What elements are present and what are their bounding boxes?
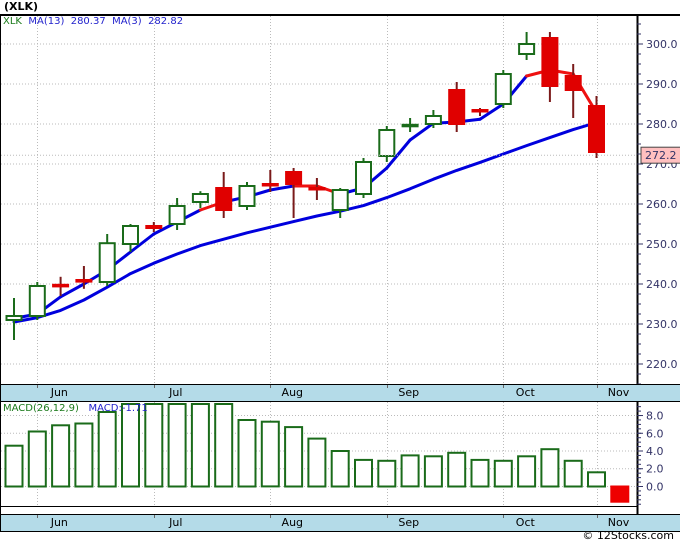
month-label-sep: Sep xyxy=(398,386,420,399)
price-chart-svg[interactable]: 300.0290.0280.0270.0260.0250.0240.0230.0… xyxy=(1,16,680,391)
svg-text:260.0: 260.0 xyxy=(646,198,678,211)
svg-text:6.0: 6.0 xyxy=(646,427,664,440)
month-label-aug: Aug xyxy=(281,516,304,529)
macd-indicator-label: MACD(26,12,9) xyxy=(3,403,79,414)
month-tick xyxy=(386,515,388,518)
month-label-jun: Jun xyxy=(50,516,68,529)
month-tick xyxy=(503,385,505,388)
svg-text:280.0: 280.0 xyxy=(646,118,678,131)
month-tick xyxy=(37,515,39,518)
month-label-nov: Nov xyxy=(607,516,630,529)
month-label-sep: Sep xyxy=(398,516,420,529)
month-tick xyxy=(386,385,388,388)
month-tick xyxy=(153,385,155,388)
svg-text:0.0: 0.0 xyxy=(646,480,664,493)
svg-text:230.0: 230.0 xyxy=(646,318,678,331)
month-tick xyxy=(503,515,505,518)
month-tick xyxy=(37,385,39,388)
price-legend: XLK MA(13) 280.37 MA(3) 282.82 xyxy=(3,16,183,27)
price-chart-panel: 300.0 290.0 280.0 270.0 260.0 250.0 240.0 230.0… xyxy=(0,15,680,391)
macd-chart-svg[interactable]: 8.0 6.0 4.0 2.0 0.0 xyxy=(1,402,680,514)
price-month-axis: Jun Jul Aug Sep Oct Nov xyxy=(0,384,680,402)
legend-ma13-value: 280.37 xyxy=(70,16,106,27)
svg-text:8.0: 8.0 xyxy=(646,410,664,423)
month-tick xyxy=(270,515,272,518)
macd-chart-panel: 8.0 6.0 4.0 2.0 0.0 xyxy=(0,401,680,514)
month-label-jul: Jul xyxy=(169,386,183,399)
legend-ma3-value: 282.82 xyxy=(148,16,184,27)
month-tick xyxy=(596,515,598,518)
svg-text:272.2: 272.2 xyxy=(645,149,677,162)
month-label-oct: Oct xyxy=(515,386,535,399)
page-title: (XLK) xyxy=(4,0,39,13)
legend-ma13-label: MA(13) xyxy=(28,16,65,27)
month-tick xyxy=(153,515,155,518)
svg-text:290.0: 290.0 xyxy=(646,78,678,91)
title-bar: (XLK) xyxy=(0,0,680,15)
month-label-aug: Aug xyxy=(281,386,304,399)
svg-text:240.0: 240.0 xyxy=(646,278,678,291)
legend-ma3-label: MA(3) xyxy=(112,16,142,27)
legend-symbol: XLK xyxy=(3,16,22,27)
svg-text:250.0: 250.0 xyxy=(646,238,678,251)
month-label-jun: Jun xyxy=(50,386,68,399)
month-label-jul: Jul xyxy=(169,516,183,529)
svg-text:220.0: 220.0 xyxy=(646,358,678,371)
macd-month-axis: Jun Jul Aug Sep Oct Nov xyxy=(0,514,680,532)
svg-text:2.0: 2.0 xyxy=(646,463,664,476)
month-label-nov: Nov xyxy=(607,386,630,399)
macd-legend: MACD(26,12,9) MACD:-1.71 xyxy=(3,403,148,414)
svg-text:300.0: 300.0 xyxy=(646,38,678,51)
macd-value-label: MACD:-1.71 xyxy=(88,403,148,414)
copyright-footer: © 12Stocks.com xyxy=(582,529,674,542)
svg-text:4.0: 4.0 xyxy=(646,445,664,458)
month-tick xyxy=(270,385,272,388)
month-tick xyxy=(596,385,598,388)
month-label-oct: Oct xyxy=(515,516,535,529)
